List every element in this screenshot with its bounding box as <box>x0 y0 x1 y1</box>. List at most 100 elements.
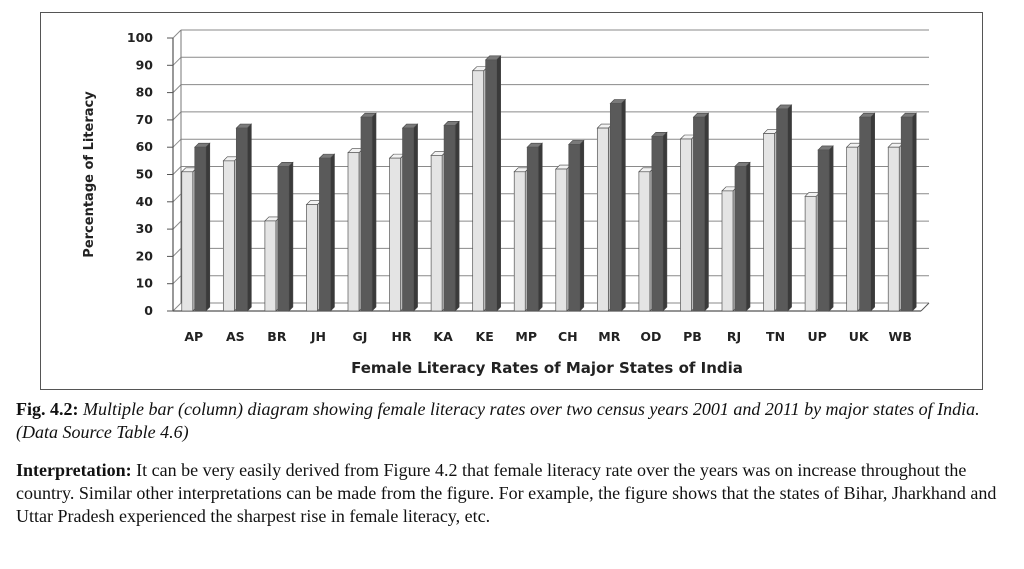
figure-caption-text: Multiple bar (column) diagram showing fe… <box>16 399 980 442</box>
bar-od-series1 <box>651 135 664 312</box>
x-tick-label: PB <box>683 329 702 344</box>
bar-side <box>828 145 834 312</box>
bar-br-series0 <box>264 220 277 312</box>
bar-ka-series0 <box>430 155 443 312</box>
x-tick-label: KE <box>476 329 494 344</box>
bar-as-series1 <box>235 127 248 312</box>
x-tick-label: AS <box>226 329 245 344</box>
bar-tn-series1 <box>776 108 788 312</box>
bar-ap-series0 <box>181 171 194 312</box>
bar-br-series1 <box>277 165 290 312</box>
x-tick-label: GJ <box>353 329 368 344</box>
interpretation-text: It can be very easily derived from Figur… <box>16 460 997 526</box>
bar-side <box>787 104 792 312</box>
bar-wb-series0 <box>887 146 900 312</box>
bar-as-series0 <box>222 160 235 312</box>
y-tick-label: 0 <box>144 303 153 318</box>
gridline-diagonal <box>172 84 182 93</box>
figure-caption: Fig. 4.2: Multiple bar (column) diagram … <box>16 398 1016 444</box>
x-tick-label: OD <box>640 329 661 344</box>
bar-side <box>704 112 709 312</box>
x-tick-label: CH <box>558 329 578 344</box>
bar-mr-series1 <box>609 103 622 312</box>
gridline-diagonal <box>172 56 182 66</box>
bar-mp-series0 <box>513 171 526 312</box>
bar-side <box>288 161 294 312</box>
bar-ch-series0 <box>555 168 568 312</box>
x-axis-label: Female Literacy Rates of Major States of… <box>351 359 743 377</box>
gridline-diagonal <box>172 166 182 175</box>
bar-mr-series0 <box>596 127 609 312</box>
bar-side <box>870 112 875 312</box>
y-tick-label: 90 <box>136 57 154 72</box>
y-tick-label: 30 <box>136 221 154 236</box>
y-tick-label: 60 <box>136 139 154 154</box>
chart-frame: 0 10 20 30 40 50 60 70 80 90 100 AP AS BR JH GJ HR KA KE MP… <box>40 12 983 390</box>
gridline-diagonal <box>172 138 182 148</box>
bar-side <box>911 112 917 312</box>
x-tick-label: MP <box>515 329 537 344</box>
bar-ap-series1 <box>194 146 207 312</box>
bar-ka-series1 <box>443 125 456 312</box>
x-tick-label: UK <box>849 329 870 344</box>
x-axis-end <box>920 302 930 312</box>
gridline-diagonal <box>172 193 182 203</box>
y-tick-label: 80 <box>136 85 154 100</box>
bar-ke-series0 <box>472 70 485 312</box>
interpretation-heading: Interpretation: <box>16 460 132 480</box>
x-tick-label: WB <box>889 329 912 344</box>
bar-uk-series0 <box>846 146 859 312</box>
y-tick-label: 70 <box>136 112 154 127</box>
bar-gj-series1 <box>360 116 373 312</box>
x-tick-label: JH <box>310 329 326 344</box>
bar-gj-series0 <box>347 152 360 312</box>
x-tick-label: BR <box>267 329 287 344</box>
bar-side <box>413 123 418 312</box>
y-tick-label: 40 <box>136 194 154 209</box>
bar-hr-series0 <box>389 157 401 312</box>
y-tick-label: 20 <box>136 248 154 263</box>
bar-side <box>205 142 211 312</box>
y-tick-label: 10 <box>136 276 154 291</box>
y-tick-label: 100 <box>127 30 153 45</box>
bar-hr-series1 <box>402 127 414 312</box>
bar-rj-series0 <box>721 190 734 312</box>
interpretation-paragraph: Interpretation: It can be very easily de… <box>16 459 1020 528</box>
bar-side <box>662 131 668 312</box>
gridline-diagonal <box>172 275 182 285</box>
bar-pb-series1 <box>693 116 705 312</box>
x-tick-label: KA <box>433 329 453 344</box>
gridline-diagonal <box>172 302 182 312</box>
bar-uk-series1 <box>859 116 872 312</box>
x-tick-label: TN <box>766 329 785 344</box>
bar-side <box>745 161 751 312</box>
figure-number: Fig. 4.2: <box>16 399 79 419</box>
bar-rj-series1 <box>734 165 747 312</box>
bar-side <box>454 120 460 312</box>
bar-up-series1 <box>817 149 830 312</box>
x-tick-label: HR <box>392 329 412 344</box>
y-axis-label: Percentage of Literacy <box>82 91 97 258</box>
bar-side <box>330 153 335 312</box>
bar-jh-series1 <box>319 157 331 312</box>
bar-side <box>496 55 501 312</box>
bar-up-series0 <box>804 195 817 312</box>
literacy-bar-chart: 0 10 20 30 40 50 60 70 80 90 100 AP AS BR JH GJ HR KA KE MP… <box>82 29 930 377</box>
bar-side <box>537 142 543 312</box>
gridline-diagonal <box>172 220 182 230</box>
gridline-diagonal <box>172 29 182 39</box>
gridline-diagonal <box>172 248 182 257</box>
x-tick-label: MR <box>598 329 620 344</box>
bar-jh-series0 <box>306 204 318 312</box>
x-tick-label: AP <box>184 329 203 344</box>
x-tick-label: RJ <box>727 329 741 344</box>
bar-side <box>621 98 626 312</box>
bar-tn-series0 <box>763 133 775 312</box>
bar-mp-series1 <box>526 146 539 312</box>
x-tick-label: UP <box>807 329 826 344</box>
bar-ch-series1 <box>568 144 581 312</box>
bar-ke-series1 <box>485 59 498 312</box>
gridline-diagonal <box>172 111 182 121</box>
y-tick-label: 50 <box>136 167 154 182</box>
bar-side <box>247 123 252 312</box>
